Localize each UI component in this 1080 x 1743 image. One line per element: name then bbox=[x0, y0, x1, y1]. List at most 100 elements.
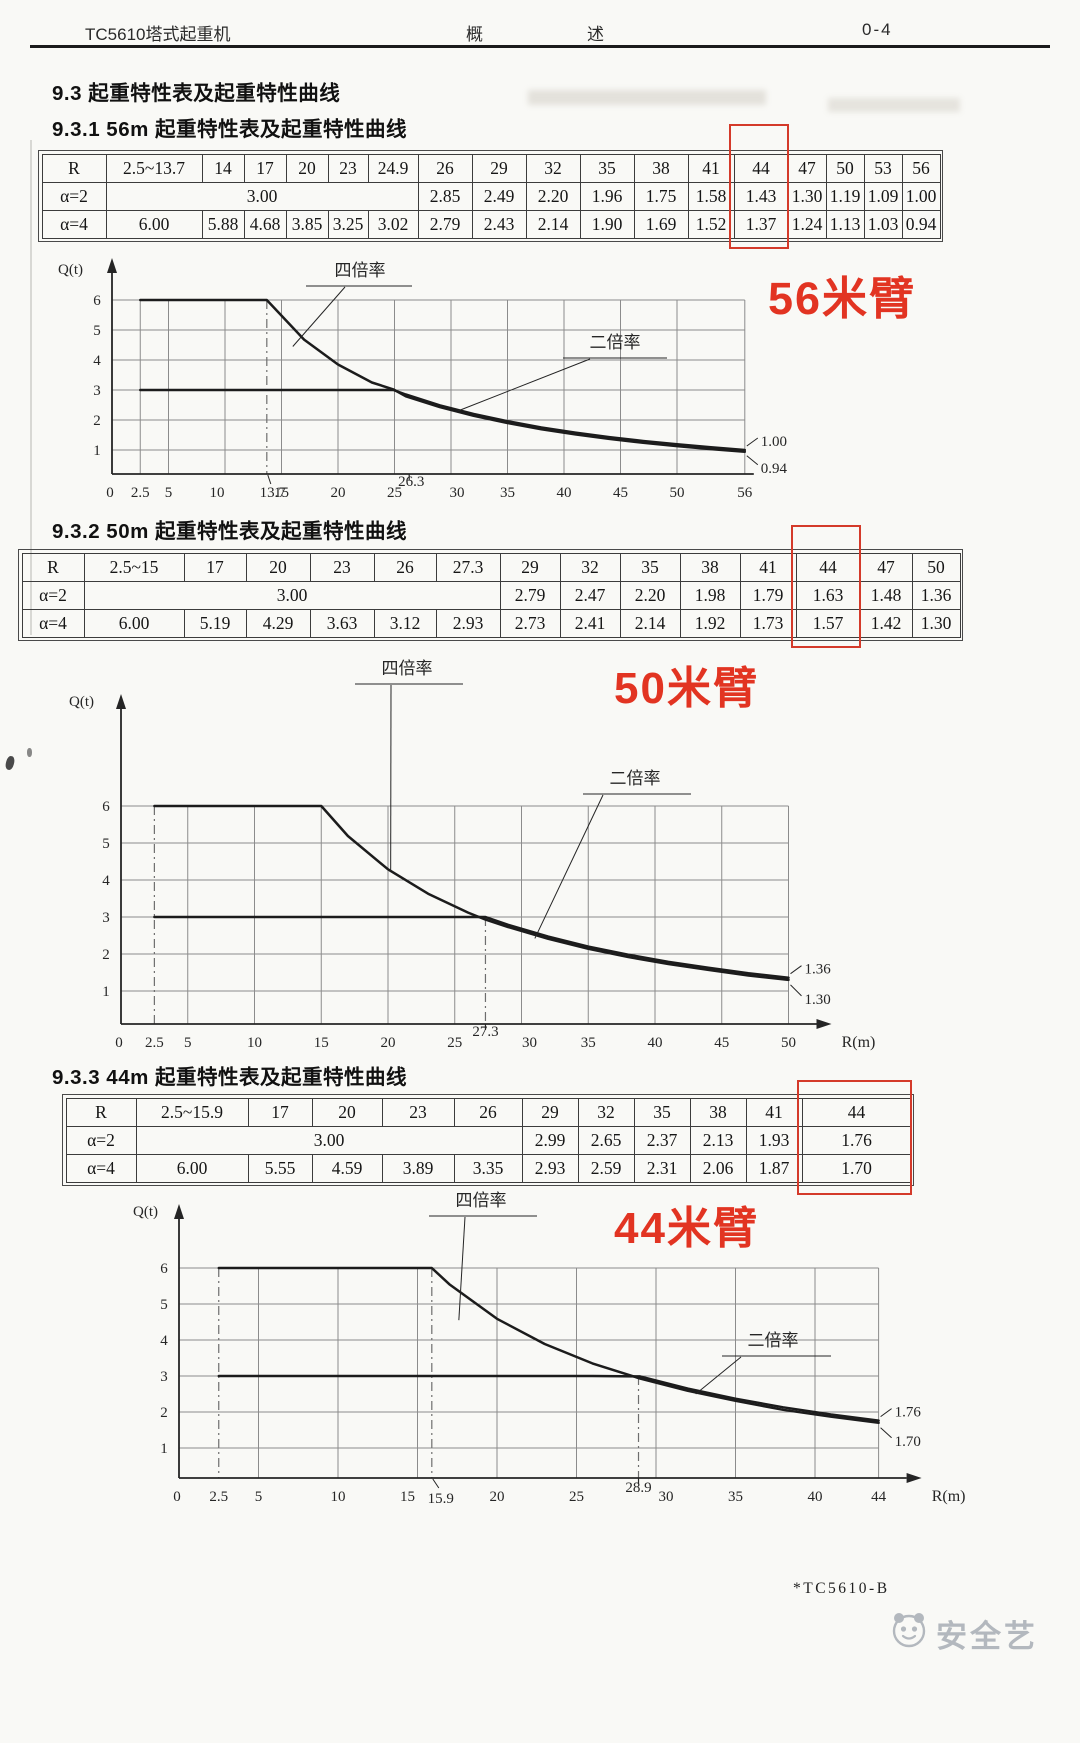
x-axis-arrow bbox=[816, 1019, 832, 1029]
alpha2-value: 1.58 bbox=[687, 181, 735, 211]
alpha4-value: 1.30 bbox=[911, 608, 961, 638]
radius-value: 29 bbox=[499, 552, 561, 582]
curve-two-fall bbox=[153, 915, 790, 979]
alpha2-value: 2.20 bbox=[619, 580, 681, 610]
alpha4-value: 6.00 bbox=[135, 1153, 249, 1183]
radius-value: 17 bbox=[247, 1097, 313, 1127]
radius-value: 2.5~15.9 bbox=[135, 1097, 249, 1127]
alpha4-value: 3.35 bbox=[453, 1153, 523, 1183]
curve-label: 四倍率 bbox=[335, 261, 386, 280]
chart-group: 6 5 4 3 2 1 R(m) Q(t) 0 2.5 5 10 15 20 25 27.3 30 35 40 45 5… bbox=[69, 659, 875, 1051]
alpha4-value: 2.14 bbox=[619, 608, 681, 638]
alpha2-value: 1.63 bbox=[795, 580, 861, 610]
curve-label-leader bbox=[534, 794, 604, 939]
alpha4-value: 6.00 bbox=[83, 608, 185, 638]
alpha4-value: 5.55 bbox=[247, 1153, 313, 1183]
y-tick-label: 1 bbox=[160, 1441, 168, 1457]
y-tick-label: 5 bbox=[93, 323, 101, 339]
curve-label-leader bbox=[457, 358, 591, 412]
y-axis-arrow bbox=[116, 694, 126, 709]
alpha2-row-label: α=2 bbox=[41, 181, 107, 211]
jib-annotation-50m: 50米臂 bbox=[614, 664, 759, 713]
radius-value: 35 bbox=[619, 552, 681, 582]
alpha2-value: 1.30 bbox=[787, 181, 827, 211]
radius-value: 35 bbox=[579, 153, 635, 183]
alpha4-value: 3.85 bbox=[285, 209, 329, 239]
y-axis-unit-label: Q(t) bbox=[133, 1204, 158, 1220]
y-axis-arrow bbox=[107, 258, 117, 273]
alpha2-value: 2.20 bbox=[525, 181, 581, 211]
jib-annotation-56m: 56米臂 bbox=[768, 273, 917, 324]
x-tick-label: 45 bbox=[613, 485, 628, 501]
alpha4-value: 2.41 bbox=[559, 608, 621, 638]
radius-value: 26 bbox=[417, 153, 473, 183]
curve-end-value: 1.36 bbox=[805, 962, 832, 978]
x-tick-label: 15 bbox=[400, 1489, 415, 1505]
alpha4-value: 1.69 bbox=[633, 209, 689, 239]
x-tick-label: 25 bbox=[447, 1035, 462, 1051]
alpha2-value: 1.09 bbox=[863, 181, 903, 211]
alpha4-value: 3.25 bbox=[327, 209, 369, 239]
radius-value: 38 bbox=[633, 153, 689, 183]
curve-two-fall bbox=[139, 388, 747, 452]
page-header-center: 概述 bbox=[466, 25, 708, 44]
alpha2-value: 1.98 bbox=[679, 580, 741, 610]
x-axis-unit-label: R(m) bbox=[932, 1488, 966, 1505]
section-title-9-3: 9.3 起重特性表及起重特性曲线 bbox=[52, 82, 341, 105]
alpha2-value: 2.49 bbox=[471, 181, 527, 211]
radius-value: 2.5~15 bbox=[83, 552, 185, 582]
x-tick-label: 20 bbox=[331, 485, 346, 501]
alpha2-value: 1.76 bbox=[801, 1125, 912, 1155]
alpha4-value: 1.87 bbox=[745, 1153, 803, 1183]
x-tick-label: 44 bbox=[871, 1489, 887, 1505]
curve-label-leader bbox=[292, 286, 346, 347]
alpha2-value: 1.93 bbox=[745, 1125, 803, 1155]
radius-value: 50 bbox=[825, 153, 865, 183]
y-tick-label: 2 bbox=[160, 1405, 168, 1421]
radius-value: 20 bbox=[245, 552, 311, 582]
y-tick-label: 2 bbox=[93, 413, 101, 429]
section-title-9-3-1: 9.3.1 56m 起重特性表及起重特性曲线 bbox=[52, 118, 408, 141]
curve-label: 四倍率 bbox=[456, 1191, 507, 1210]
alpha2-value: 1.48 bbox=[859, 580, 913, 610]
x-tick-label: 10 bbox=[331, 1489, 346, 1505]
x-tick-label: 20 bbox=[381, 1035, 396, 1051]
x-tick-label: 5 bbox=[184, 1035, 192, 1051]
alpha4-value: 6.00 bbox=[105, 209, 203, 239]
alpha4-value: 1.24 bbox=[787, 209, 827, 239]
radius-value: 26 bbox=[373, 552, 437, 582]
x-tick-label: 40 bbox=[808, 1489, 823, 1505]
curve-end-value: 0.94 bbox=[761, 461, 788, 477]
alpha2-value: 1.36 bbox=[911, 580, 961, 610]
radius-value: 41 bbox=[739, 552, 797, 582]
alpha4-value: 1.03 bbox=[863, 209, 903, 239]
page-header-left: TC5610塔式起重机 bbox=[85, 25, 231, 44]
alpha4-value: 3.02 bbox=[367, 209, 419, 239]
alpha4-value: 2.14 bbox=[525, 209, 581, 239]
y-tick-label: 4 bbox=[160, 1333, 168, 1349]
x-tick-label: 10 bbox=[247, 1035, 262, 1051]
alpha4-value: 2.43 bbox=[471, 209, 527, 239]
chart-canvas: 6 5 4 3 2 1 R(m) Q(t) 0 2.5 5 10 15 15.9 20 25 28.9 30 35 4… bbox=[133, 1191, 966, 1507]
y-tick-label: 4 bbox=[93, 353, 101, 369]
y-tick-label: 3 bbox=[102, 910, 110, 926]
alpha4-value: 1.57 bbox=[795, 608, 861, 638]
x-tick-label: 40 bbox=[557, 485, 572, 501]
x-tick-label: 25 bbox=[387, 485, 402, 501]
y-tick-label: 3 bbox=[93, 383, 101, 399]
alpha4-value: 1.70 bbox=[801, 1153, 912, 1183]
y-tick-label: 2 bbox=[102, 947, 110, 963]
curve-end-value: 1.00 bbox=[761, 434, 787, 450]
alpha4-value: 1.92 bbox=[679, 608, 741, 638]
y-axis-unit-label: Q(t) bbox=[58, 262, 83, 278]
load-chart-44m: 6 5 4 3 2 1 R(m) Q(t) 0 2.5 5 10 15 15.9 20 25 28.9 30 35 4… bbox=[125, 1188, 1005, 1520]
scan-smudge bbox=[828, 98, 960, 112]
alpha4-value: 3.89 bbox=[381, 1153, 455, 1183]
end-label-leader bbox=[746, 437, 759, 447]
load-chart-50m: 6 5 4 3 2 1 R(m) Q(t) 0 2.5 5 10 15 20 25 27.3 30 35 40 45 5… bbox=[55, 648, 975, 1053]
radius-value: 56 bbox=[901, 153, 941, 183]
curve-label: 四倍率 bbox=[382, 659, 433, 678]
radius-value: 23 bbox=[327, 153, 369, 183]
radius-value: 41 bbox=[687, 153, 735, 183]
alpha4-value: 2.93 bbox=[435, 608, 501, 638]
